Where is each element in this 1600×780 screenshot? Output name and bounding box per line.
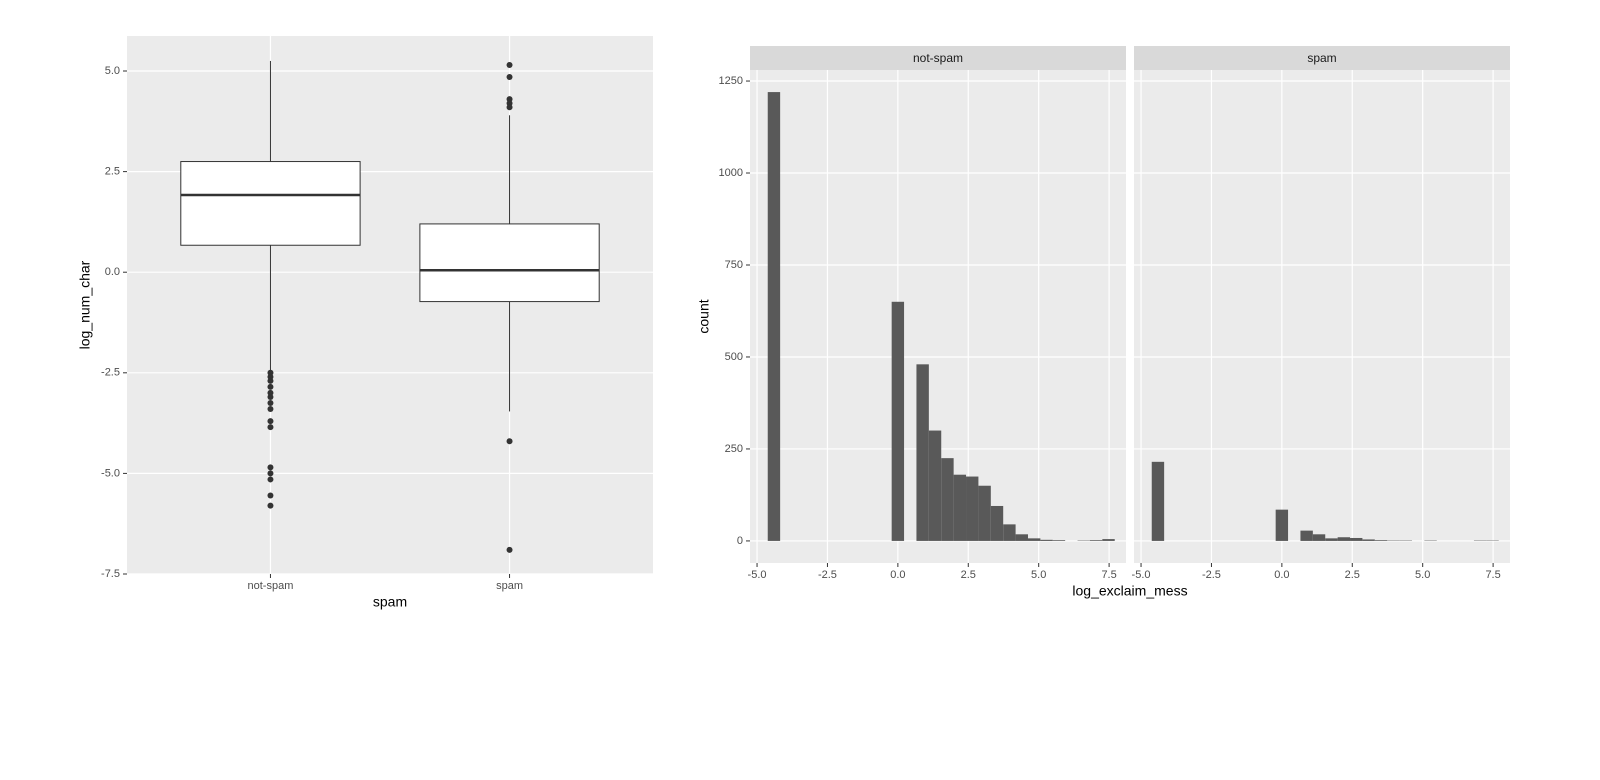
outlier [267,399,274,406]
bar [1374,540,1388,541]
bar [1337,537,1351,541]
x-axis-title: spam [373,594,407,610]
y-tick-label: 1000 [719,167,743,179]
bar [916,364,929,541]
y-tick-label: 0.0 [105,266,120,278]
bar [767,92,781,541]
y-tick-label: 5.0 [105,65,120,77]
x-tick-label: spam [496,580,523,592]
bar [978,485,991,541]
outlier [506,104,513,111]
bar [891,301,905,541]
bar [1275,509,1289,541]
bar [1089,540,1103,541]
bar [941,458,954,541]
bar [1350,537,1363,541]
outlier [267,377,274,384]
outlier [267,492,274,499]
bar [1015,534,1028,541]
bar [1027,538,1041,541]
y-tick-label: 250 [725,443,743,455]
bar [1102,539,1115,541]
outlier [267,393,274,400]
y-tick-label: -5.0 [101,467,120,479]
y-tick-label: 2.5 [105,166,120,178]
x-tick-label: 2.5 [961,569,976,581]
bar [1151,461,1165,541]
strip [750,46,1126,70]
bar [1325,538,1338,541]
bar [953,474,967,541]
outlier [267,470,274,477]
outlier [267,424,274,431]
outlier [506,546,513,553]
y-tick-label: 1250 [719,75,743,87]
bar [1040,539,1053,541]
bar [1300,530,1313,541]
y-tick-label: -2.5 [101,367,120,379]
x-tick-label: 7.5 [1485,569,1500,581]
outlier [506,74,513,81]
y-tick-label: -7.5 [101,568,120,580]
bar [990,505,1004,541]
outlier [506,438,513,445]
x-tick-label: -5.0 [1132,569,1151,581]
x-tick-label: not-spam [248,580,294,592]
outlier [267,383,274,390]
outlier [267,502,274,509]
bar [1052,540,1066,541]
x-tick-label: 2.5 [1345,569,1360,581]
x-tick-label: 0.0 [1274,569,1289,581]
y-axis-title: count [696,299,712,333]
bar [1003,524,1016,541]
outlier [267,476,274,483]
outlier [267,406,274,413]
outlier [267,418,274,425]
x-tick-label: 0.0 [890,569,905,581]
bar [966,476,979,541]
x-axis-title: log_exclaim_mess [1072,583,1187,599]
x-tick-label: -2.5 [1202,569,1221,581]
y-tick-label: 750 [725,259,743,271]
y-axis-title: log_num_char [77,260,93,349]
x-tick-label: 5.0 [1031,569,1046,581]
outlier [506,61,513,68]
box [419,223,600,303]
x-tick-label: 7.5 [1101,569,1116,581]
strip-label: not-spam [913,51,963,65]
x-tick-label: 5.0 [1415,569,1430,581]
outlier [267,464,274,471]
bar [928,430,942,541]
box [180,161,361,246]
strip [1134,46,1510,70]
bar [1312,534,1326,541]
bar [1362,539,1375,541]
panel [127,36,653,574]
y-tick-label: 500 [725,351,743,363]
panel [1134,70,1510,563]
x-tick-label: -2.5 [818,569,837,581]
x-tick-label: -5.0 [748,569,767,581]
y-tick-label: 0 [737,535,743,547]
strip-label: spam [1307,51,1336,65]
